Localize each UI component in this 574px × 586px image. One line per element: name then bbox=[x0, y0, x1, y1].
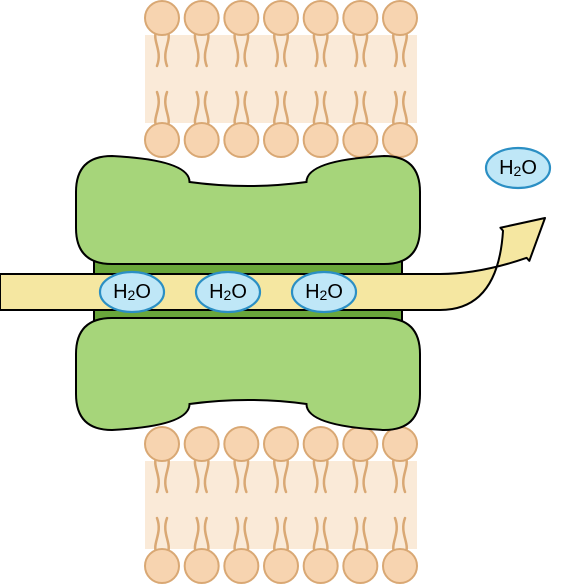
lipid-tail-band bbox=[145, 35, 417, 123]
lipid-head bbox=[145, 123, 179, 157]
diagram-svg: H2O H2O H2O H2O bbox=[0, 0, 574, 586]
lipid-head bbox=[343, 123, 377, 157]
lipid-head bbox=[264, 549, 298, 583]
lipid-head bbox=[185, 123, 219, 157]
lipid-head bbox=[224, 1, 258, 35]
lipid-head bbox=[304, 427, 338, 461]
lipid-head bbox=[264, 123, 298, 157]
lipid-head bbox=[145, 1, 179, 35]
lipid-head bbox=[145, 549, 179, 583]
protein-upper-lobe bbox=[76, 156, 420, 264]
lipid-head bbox=[264, 1, 298, 35]
lipid-head bbox=[304, 549, 338, 583]
water-molecule: H2O bbox=[486, 148, 550, 188]
lipid-head bbox=[185, 549, 219, 583]
lipid-head bbox=[264, 427, 298, 461]
lipid-head bbox=[343, 1, 377, 35]
lipid-head bbox=[224, 123, 258, 157]
lipid-head bbox=[304, 123, 338, 157]
lipid-head bbox=[304, 1, 338, 35]
lipid-head bbox=[383, 427, 417, 461]
lipid-head bbox=[343, 427, 377, 461]
water-molecule: H2O bbox=[196, 272, 260, 312]
lipid-head bbox=[185, 1, 219, 35]
water-molecule: H2O bbox=[292, 272, 356, 312]
protein-lower-lobe bbox=[76, 318, 420, 430]
lipid-head bbox=[343, 549, 377, 583]
lipid-head bbox=[185, 427, 219, 461]
lipid-head bbox=[224, 549, 258, 583]
water-molecule: H2O bbox=[100, 272, 164, 312]
lipid-tail-band bbox=[145, 461, 417, 549]
lipid-head bbox=[224, 427, 258, 461]
lipid-head bbox=[383, 1, 417, 35]
aquaporin-diagram: H2O H2O H2O H2O bbox=[0, 0, 574, 586]
lipid-head bbox=[145, 427, 179, 461]
lipid-head bbox=[383, 123, 417, 157]
lipid-head bbox=[383, 549, 417, 583]
